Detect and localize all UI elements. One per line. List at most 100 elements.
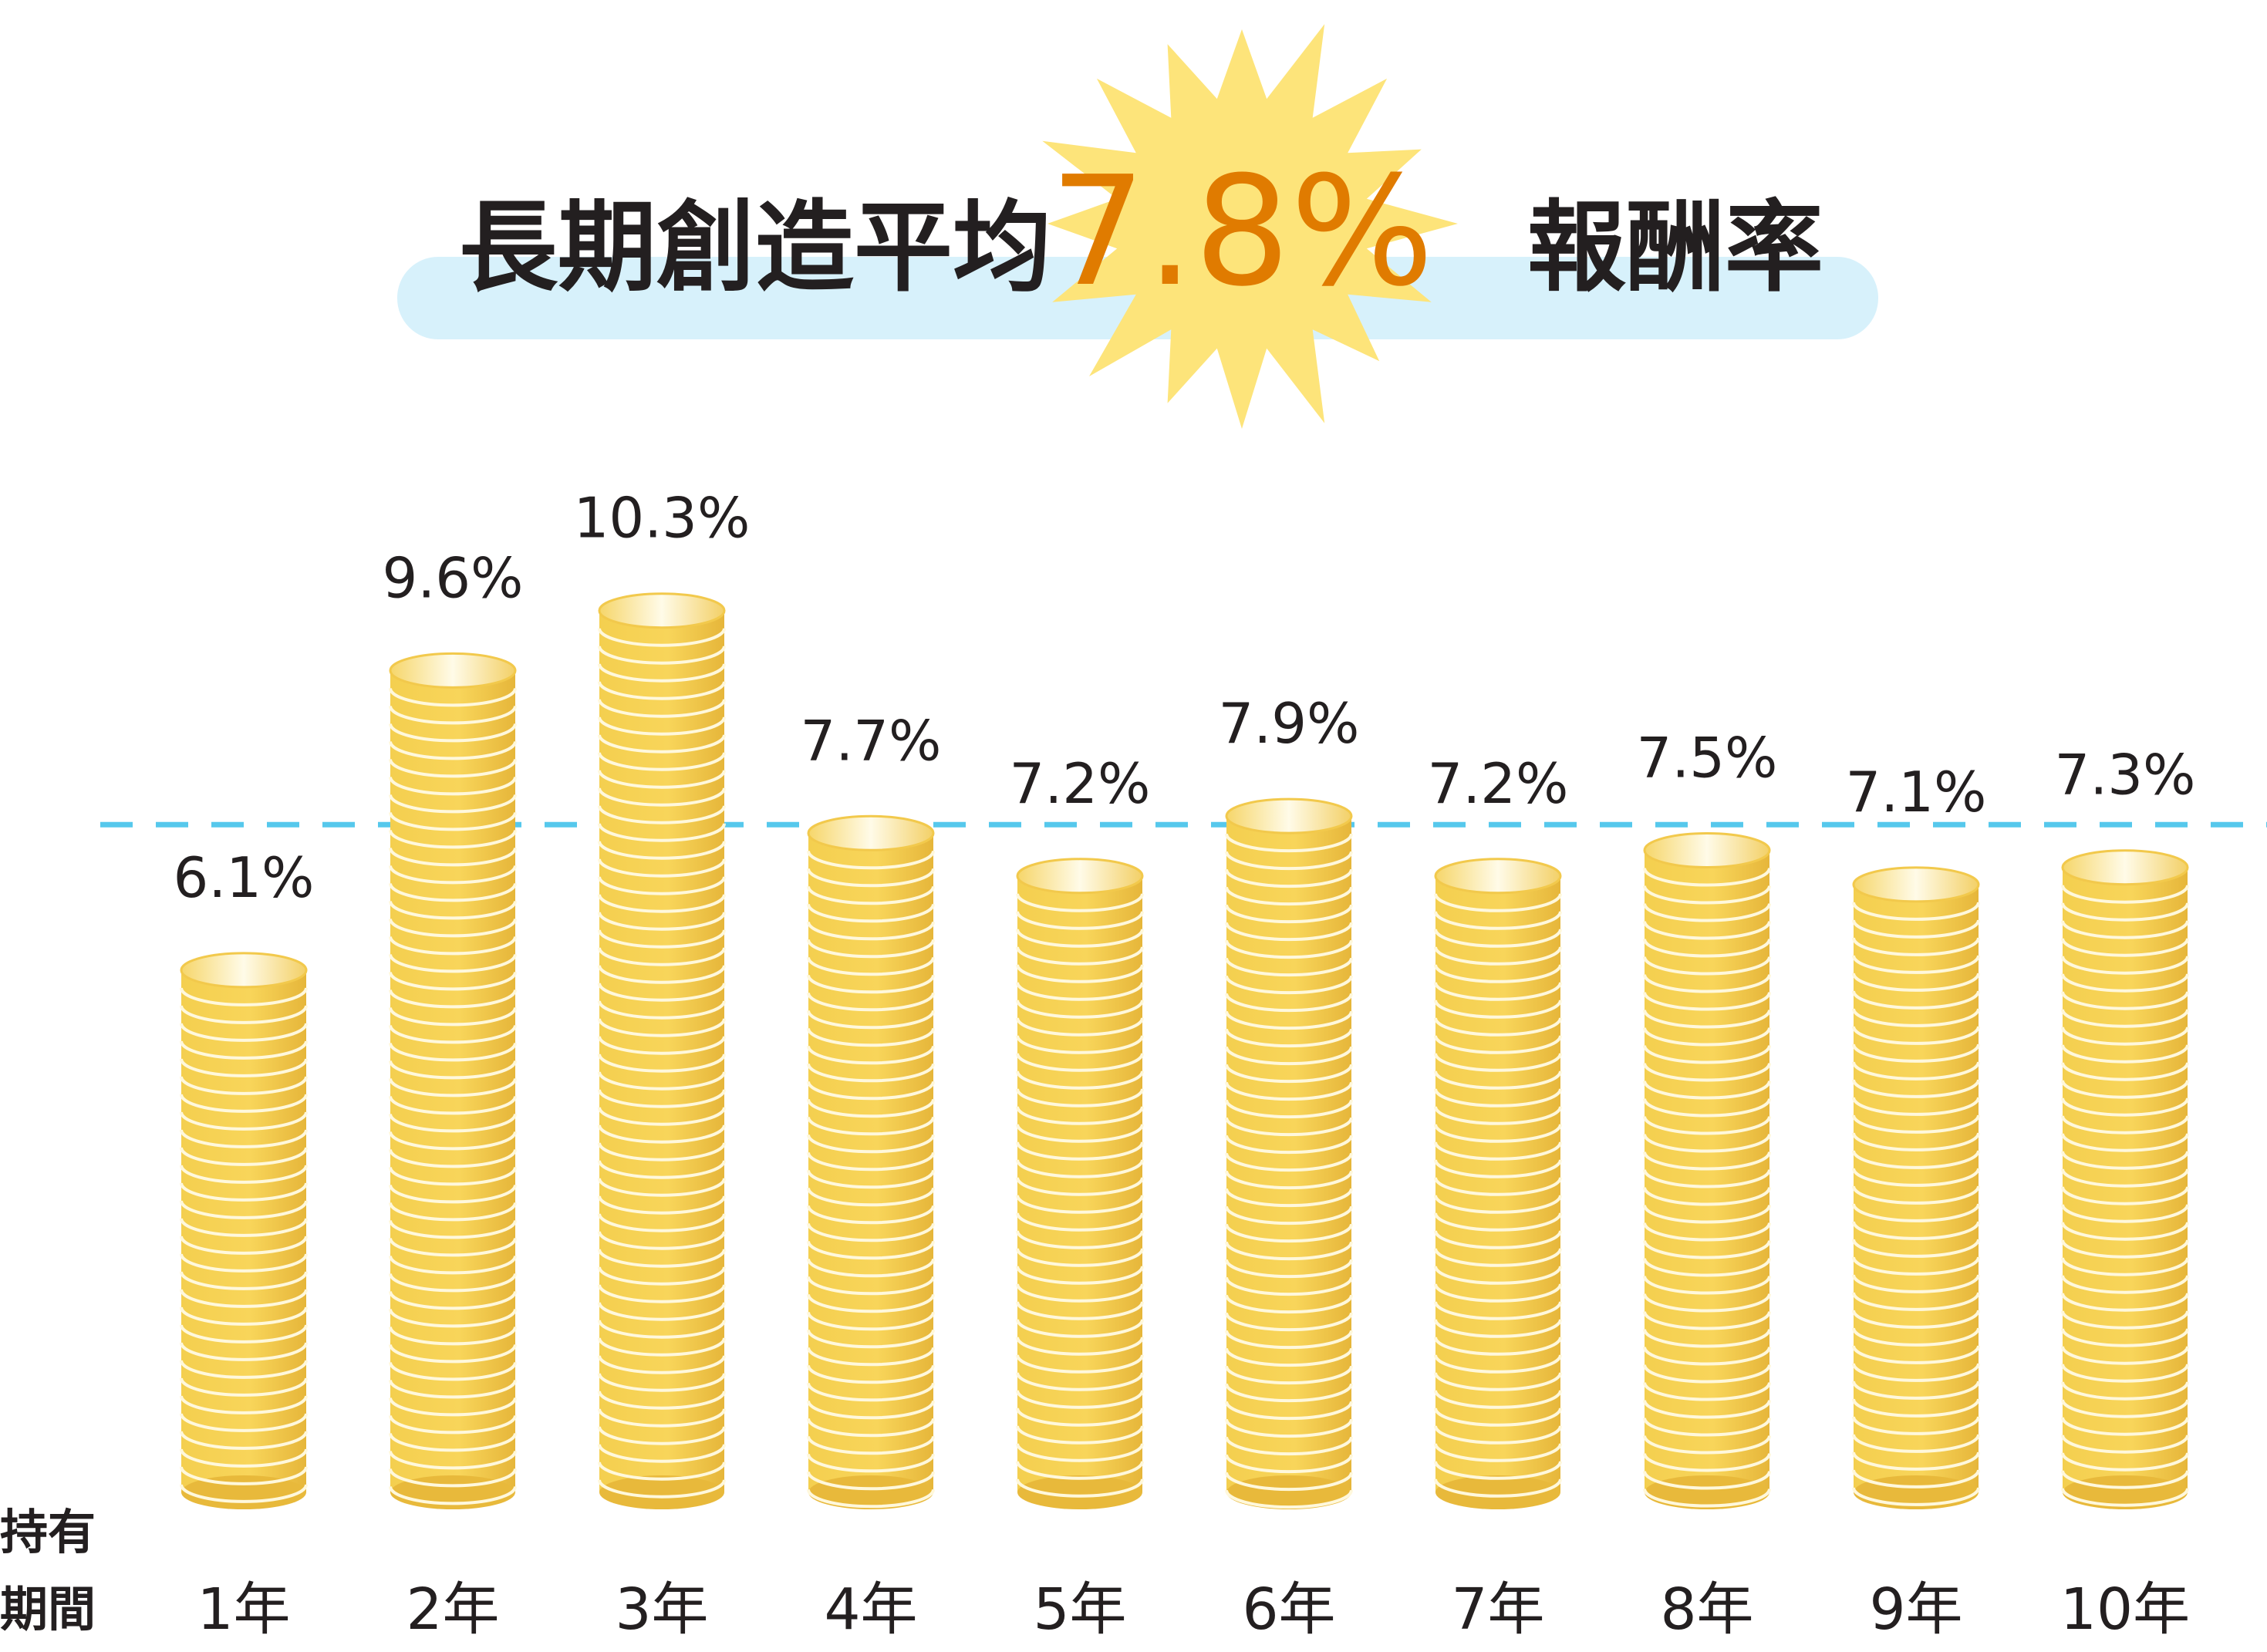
coin-edge: [598, 1231, 726, 1250]
coin-edge: [1434, 1319, 1562, 1338]
coin-edge: [807, 886, 935, 905]
coin-stack-6: [1225, 797, 1353, 1509]
coin-stack-1: [180, 952, 308, 1509]
coin-edge: [1643, 939, 1771, 958]
coin-edge: [598, 681, 726, 700]
coin-edge: [1852, 1381, 1980, 1400]
coin-edge: [180, 1094, 308, 1113]
coin-edge: [598, 752, 726, 771]
coin-edge: [1016, 1354, 1144, 1374]
coin-edge: [1225, 1401, 1353, 1421]
coin-edge: [1852, 955, 1980, 974]
coin-edge: [1016, 1035, 1144, 1054]
coin-edge: [807, 868, 935, 888]
coin-stack-top: [2061, 849, 2189, 886]
value-label: 7.5%: [1637, 726, 1778, 791]
x-axis-title-line-2: 期間: [0, 1581, 96, 1637]
coin-edge: [1016, 1425, 1144, 1445]
coin-edge: [1225, 1117, 1353, 1137]
coin-edge: [1225, 1223, 1353, 1243]
coin-edge: [180, 1324, 308, 1344]
coin-edge: [1016, 1461, 1144, 1480]
coin-edge: [1016, 1141, 1144, 1161]
coin-edge: [389, 1344, 517, 1364]
coin-edge: [1643, 1205, 1771, 1224]
coin-edge: [1016, 1106, 1144, 1125]
coin-edge: [1225, 922, 1353, 942]
coin-edge: [1852, 1150, 1980, 1169]
x-tick-label: 4年: [824, 1576, 917, 1643]
coin-edge: [389, 1167, 517, 1186]
coin-edge: [1225, 1330, 1353, 1350]
coin-stack-5: [1016, 858, 1144, 1509]
coin-stack-top: [1852, 866, 1980, 903]
coin-edge: [1016, 1000, 1144, 1019]
coin-stack-top: [389, 652, 517, 689]
coin-edge: [389, 1238, 517, 1257]
x-tick-label: 2年: [406, 1576, 499, 1643]
coin-edge: [1016, 1053, 1144, 1072]
coin-edge: [389, 1114, 517, 1133]
x-tick-label: 5年: [1033, 1576, 1126, 1643]
chart-title: 長期創造平均 7.8% 報酬率: [397, 24, 1878, 430]
coin-edge: [389, 1256, 517, 1275]
coin-edge: [1225, 1436, 1353, 1456]
coin-edge: [1852, 1221, 1980, 1240]
coin-edge: [389, 1362, 517, 1381]
coin-edge: [1643, 1169, 1771, 1188]
bar: [808, 833, 933, 1492]
coin-edge: [598, 894, 726, 913]
coin-edge: [598, 1089, 726, 1108]
coin-edge: [389, 812, 517, 831]
coin-edge: [1225, 1489, 1353, 1509]
coin-edge: [180, 1200, 308, 1219]
coin-edge: [1643, 1081, 1771, 1100]
bar: [1854, 884, 1979, 1492]
coin-edge: [807, 957, 935, 976]
coin-edge: [1852, 1434, 1980, 1453]
coin-edge: [1852, 919, 1980, 939]
coin-edge: [180, 987, 308, 1006]
coin-stack-base: [1226, 1475, 1351, 1509]
coin-edge: [807, 1259, 935, 1278]
coin-edge: [1643, 974, 1771, 993]
coin-stack-8: [1643, 832, 1771, 1509]
coin-edge: [2061, 1151, 2189, 1170]
x-tick-label: 3年: [615, 1576, 708, 1643]
coin-edge: [1434, 1425, 1562, 1445]
coin-edge: [1434, 1053, 1562, 1072]
coin-edge: [389, 1273, 517, 1293]
coin-edge: [807, 1152, 935, 1172]
coin-edge: [598, 1124, 726, 1144]
coin-edge: [389, 741, 517, 760]
coin-edge: [1434, 946, 1562, 966]
coin-edge: [1852, 1203, 1980, 1222]
coin-edge: [1434, 1017, 1562, 1037]
value-label: 6.1%: [174, 845, 315, 910]
coin-edge: [1225, 1312, 1353, 1332]
coin-edge: [1434, 1372, 1562, 1391]
title-suffix: 報酬率: [1527, 190, 1823, 305]
coin-edge: [1016, 1319, 1144, 1338]
coin-edge: [1225, 1205, 1353, 1226]
coin-edge: [1643, 1347, 1771, 1366]
coin-edge: [1852, 1292, 1980, 1311]
coin-edge: [598, 876, 726, 895]
coin-edge: [1225, 1259, 1353, 1279]
coin-edge: [807, 1276, 935, 1296]
bar: [599, 610, 724, 1493]
x-tick-label: 7年: [1451, 1576, 1544, 1643]
coin-edge: [2061, 1115, 2189, 1134]
coin-edge: [807, 1489, 935, 1509]
value-label: 7.9%: [1219, 691, 1360, 756]
coin-edge: [598, 1266, 726, 1286]
coin-edge: [180, 1165, 308, 1184]
coin-edge: [1643, 1151, 1771, 1171]
coin-edge: [598, 628, 726, 647]
coin-edge: [389, 990, 517, 1009]
coin-edge: [807, 939, 935, 959]
coin-edge: [1225, 939, 1353, 959]
coin-edge: [1852, 1061, 1980, 1081]
coin-edge: [1434, 982, 1562, 1001]
coin-edge: [2061, 1009, 2189, 1028]
